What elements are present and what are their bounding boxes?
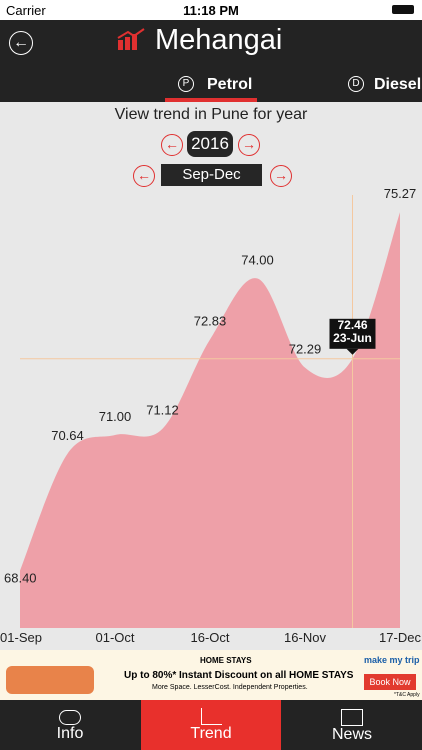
value-label: 68.40	[4, 571, 37, 586]
ad-button[interactable]: Book Now	[364, 674, 416, 690]
tooltip-value: 72.46	[337, 318, 367, 332]
prev-year[interactable]: ←	[161, 134, 183, 156]
tooltip-arrow	[346, 348, 359, 355]
prev-period[interactable]: ←	[133, 165, 155, 187]
ad-subline: More Space. LesserCost. Independent Prop…	[152, 684, 308, 691]
subtitle: View trend in Pune for year	[114, 106, 308, 123]
value-label: 70.64	[51, 428, 84, 443]
value-label: 75.27	[384, 186, 417, 201]
ad-banner[interactable]: HOME STAYS Up to 80%* Instant Discount o…	[0, 650, 422, 700]
status-bar: Carrier 11:18 PM	[0, 0, 422, 20]
tab-icon: P	[178, 76, 194, 92]
tab-diesel[interactable]: Diesel	[374, 76, 422, 93]
tab-info[interactable]: Info	[0, 700, 140, 750]
tab-label: Info	[56, 725, 84, 742]
tab-indicator	[165, 98, 257, 102]
tooltip-date: 23-Jun	[333, 331, 372, 345]
value-label: 74.00	[241, 252, 274, 267]
value-label: 72.83	[194, 314, 227, 329]
battery	[392, 5, 414, 14]
header: ← Mehangai P Petrol D Diesel	[0, 20, 422, 102]
tab-petrol[interactable]: Petrol	[207, 76, 253, 93]
bottom-tab-bar: Info Trend News	[0, 700, 422, 750]
area	[20, 212, 400, 628]
next-year[interactable]: →	[238, 134, 260, 156]
ad-image	[6, 666, 94, 694]
logo-icon	[117, 28, 145, 50]
value-label: 71.00	[99, 409, 132, 424]
tab-label: Trend	[190, 725, 232, 742]
x-tick-label: 01-Sep	[0, 630, 42, 645]
app-title: Mehangai	[155, 24, 283, 56]
tab-label: News	[331, 726, 372, 743]
ad-brand: make my trip	[364, 655, 420, 665]
back-button[interactable]: ←	[9, 31, 33, 55]
x-tick-label: 16-Oct	[190, 630, 229, 645]
x-tick-label: 16-Nov	[284, 630, 326, 645]
time: 11:18 PM	[183, 3, 239, 18]
tab-trend[interactable]: Trend	[141, 700, 281, 750]
x-tick-label: 17-Dec	[379, 630, 421, 645]
carrier: Carrier	[6, 3, 46, 18]
ad-headline: Up to 80%* Instant Discount on all HOME …	[124, 670, 354, 681]
chart: 68.40 70.64 71.00 71.12 72.83 74.00 72.29 75.27…	[0, 186, 421, 645]
period: Sep-Dec	[161, 164, 262, 186]
x-tick-label: 01-Oct	[95, 630, 134, 645]
tab-icon: D	[348, 76, 364, 92]
tab-news[interactable]: News	[282, 700, 422, 750]
next-period[interactable]: →	[270, 165, 292, 187]
tooltip	[329, 318, 376, 349]
ad-note: *T&C Apply	[394, 692, 420, 698]
value-label: 72.29	[289, 342, 322, 357]
ad-tag: HOME STAYS	[200, 656, 252, 665]
year: 2016	[187, 131, 233, 157]
value-label: 71.12	[146, 403, 179, 418]
